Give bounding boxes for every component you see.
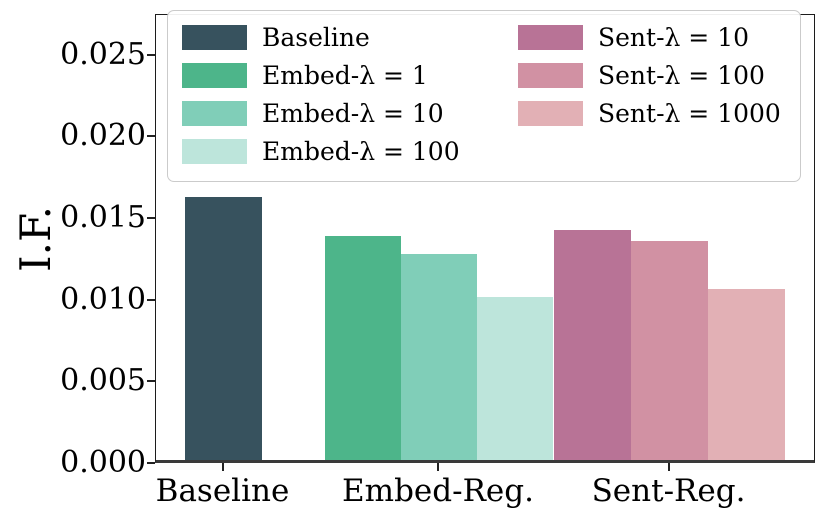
y-tick-label: 0.000 (60, 445, 146, 480)
legend-label: Sent-λ = 1000 (598, 99, 781, 128)
legend-swatch-icon (518, 101, 583, 126)
legend-label: Sent-λ = 10 (598, 23, 750, 52)
legend-label: Embed-λ = 10 (262, 99, 444, 128)
bar-embed-reg--2 (477, 297, 553, 460)
legend-item: Embed-λ = 100 (182, 139, 518, 164)
legend-swatch-icon (182, 63, 247, 88)
legend-swatch-icon (182, 139, 247, 164)
y-tick-label: 0.020 (60, 118, 146, 154)
legend: Baseline Embed-λ = 1 Embed-λ = 10 Embed-λ =… (167, 10, 801, 182)
x-tick-label: Baseline (155, 473, 290, 509)
bar-embed-reg--0 (325, 236, 401, 460)
legend-column-2: Sent-λ = 10 Sent-λ = 100 Sent-λ = 1000 (518, 25, 781, 167)
x-tick-label: Sent-Reg. (591, 473, 746, 509)
bar-baseline-0 (185, 197, 262, 460)
legend-item: Embed-λ = 1 (182, 63, 518, 88)
y-tick-label: 0.005 (60, 363, 146, 399)
legend-item: Embed-λ = 10 (182, 101, 518, 126)
legend-item: Baseline (182, 25, 518, 50)
x-tick-label: Embed-Reg. (342, 473, 534, 509)
y-tick-mark (147, 53, 155, 56)
legend-label: Embed-λ = 1 (262, 61, 428, 90)
legend-item: Sent-λ = 100 (518, 63, 781, 88)
x-tick-mark (437, 463, 439, 471)
y-tick-label: 0.010 (60, 281, 146, 317)
legend-swatch-icon (518, 63, 583, 88)
legend-column-1: Baseline Embed-λ = 1 Embed-λ = 10 Embed-λ =… (182, 25, 518, 167)
legend-label: Baseline (262, 23, 370, 52)
bar-sent-reg--0 (554, 230, 631, 460)
bar-sent-reg--2 (708, 289, 785, 460)
x-tick-mark (221, 463, 224, 471)
legend-item: Sent-λ = 1000 (518, 101, 781, 126)
legend-swatch-icon (182, 25, 247, 50)
y-tick-mark (147, 217, 155, 220)
legend-label: Sent-λ = 100 (598, 61, 765, 90)
y-tick-mark (147, 135, 155, 138)
legend-swatch-icon (182, 101, 247, 126)
bar-sent-reg--1 (631, 241, 708, 460)
y-tick-label: 0.025 (60, 36, 146, 72)
legend-item: Sent-λ = 10 (518, 25, 781, 50)
legend-swatch-icon (518, 25, 583, 50)
y-tick-mark (147, 380, 155, 383)
bar-embed-reg--1 (401, 254, 477, 460)
legend-label: Embed-λ = 100 (262, 137, 460, 166)
y-tick-label: 0.015 (60, 200, 146, 236)
y-tick-mark (147, 298, 155, 301)
y-tick-mark (147, 462, 155, 464)
x-tick-mark (667, 463, 670, 471)
